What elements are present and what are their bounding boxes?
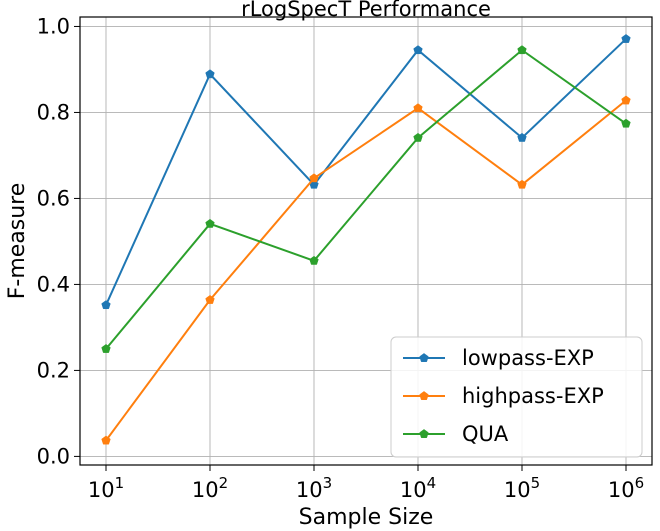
legend-marker	[419, 391, 429, 400]
chart-title: rLogSpecT Performance	[241, 0, 491, 21]
x-tick-label: 104	[400, 474, 436, 502]
data-point	[517, 179, 527, 189]
y-tick-label: 1.0	[37, 14, 70, 38]
x-tick-label: 105	[504, 474, 540, 502]
legend-marker	[419, 353, 429, 362]
y-tick-label: 0.0	[37, 444, 70, 468]
data-point	[621, 34, 631, 43]
data-point	[413, 103, 423, 113]
data-point	[205, 218, 215, 228]
data-point	[101, 435, 111, 445]
data-point	[309, 173, 319, 183]
legend-marker	[419, 429, 429, 438]
legend-label: QUA	[462, 422, 509, 446]
data-point	[621, 95, 631, 105]
legend: lowpass-EXP highpass-EXP QUA	[390, 336, 643, 458]
data-point	[517, 45, 527, 55]
data-point	[621, 118, 631, 128]
y-tick-label: 0.8	[37, 100, 70, 124]
x-tick-label: 102	[192, 474, 228, 502]
legend-label: highpass-EXP	[462, 384, 604, 408]
legend-label: lowpass-EXP	[462, 346, 594, 370]
data-point	[413, 132, 423, 142]
y-tick-label: 0.4	[37, 272, 70, 296]
data-point	[309, 255, 319, 265]
data-point	[205, 294, 215, 304]
data-point	[101, 344, 111, 353]
x-axis-label: Sample Size	[299, 505, 434, 530]
y-tick-label: 0.6	[37, 186, 70, 210]
plot-area-frame	[79, 16, 653, 466]
series-layer	[101, 34, 631, 445]
series-QUA	[101, 45, 631, 353]
series-line	[105, 38, 627, 306]
data-point	[205, 69, 215, 79]
data-point	[413, 45, 423, 55]
series-highpass-EXP	[101, 95, 631, 445]
x-tick-label: 103	[296, 474, 332, 502]
series-line	[105, 48, 627, 350]
data-point	[101, 300, 111, 310]
x-tick-label: 101	[88, 474, 124, 502]
data-point	[517, 132, 527, 142]
y-axis-ticks: 0.0 0.2 0.4 0.6 0.8 1.0	[37, 14, 80, 468]
grid-lines	[80, 17, 652, 465]
series-line	[105, 99, 627, 442]
legend-box	[390, 336, 643, 458]
y-tick-label: 0.2	[37, 358, 70, 382]
x-tick-label: 106	[608, 474, 644, 502]
series-lowpass-EXP	[101, 34, 631, 310]
y-axis-label: F-measure	[5, 183, 30, 300]
x-axis-ticks: 101 102 103 104 105 106	[88, 465, 644, 502]
